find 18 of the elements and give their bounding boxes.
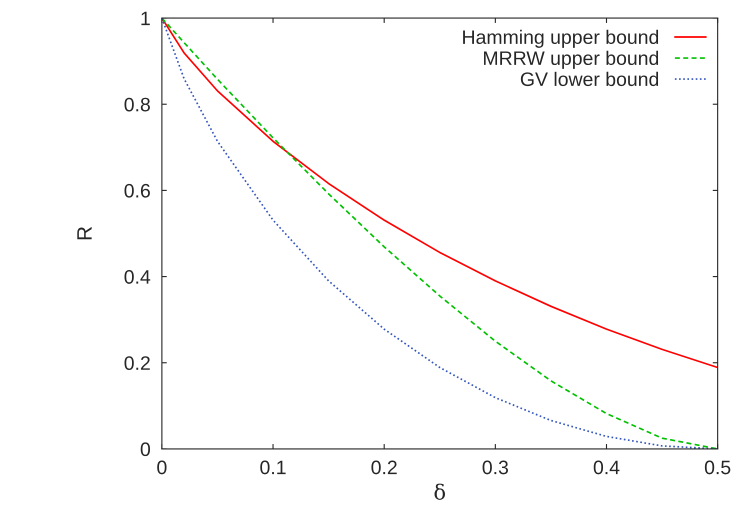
y-tick-label: 0.2 [124,356,150,370]
x-tick-label: 0.1 [260,460,286,474]
y-tick-label: 1 [141,12,150,26]
line-series [162,18,718,449]
x-tick-label: 0 [157,460,167,474]
y-tick-label: 0.6 [124,184,150,198]
x-tick-label: 0.5 [704,460,730,474]
y-axis-title: R [77,226,92,240]
y-tick-label: 0 [140,442,150,456]
legend-label: GV lower bound [520,72,658,86]
y-tick-label: 0.8 [124,98,150,112]
legend-label: MRRW upper bound [484,50,658,69]
legend-label: Hamming upper bound [463,30,658,48]
y-tick-label: 0.4 [124,270,150,284]
x-tick-label: 0.3 [482,460,508,474]
x-tick-label: 0.4 [594,460,620,474]
x-tick-label: 0.2 [371,460,397,474]
x-axis-title: δ [434,484,445,500]
